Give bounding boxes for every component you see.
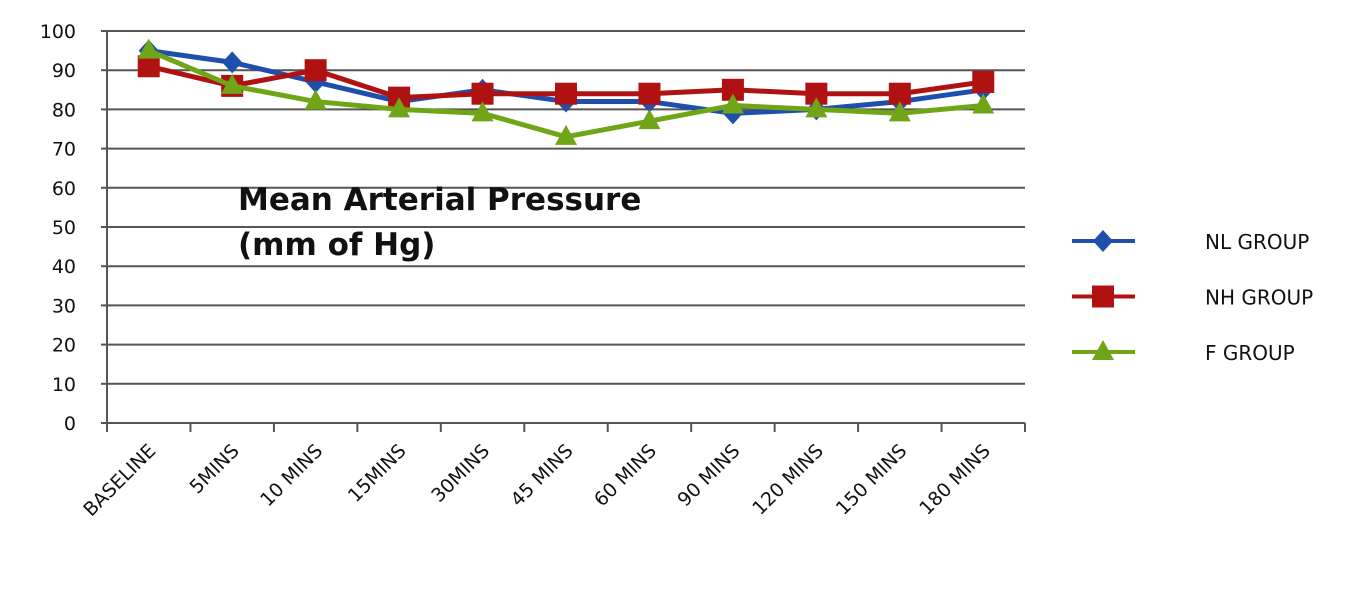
series-f-group — [137, 38, 995, 145]
data-point-triangle — [221, 73, 244, 94]
y-tick-label: 50 — [52, 217, 76, 239]
chart-title-line-1: Mean Arterial Pressure — [238, 182, 641, 218]
data-point-triangle — [888, 101, 911, 122]
y-tick-label: 40 — [52, 256, 76, 278]
data-point-square — [1092, 285, 1114, 308]
legend-item: NH GROUP — [1072, 285, 1313, 310]
series-nh-group — [137, 55, 995, 109]
y-tick-label: 80 — [52, 99, 76, 121]
x-tick-label: 150 MINS — [832, 440, 912, 520]
y-tick-label: 100 — [40, 21, 76, 43]
data-point-square — [304, 59, 327, 82]
data-point-square — [555, 82, 577, 105]
x-tick-label: 120 MINS — [748, 440, 828, 520]
y-tick-label: 10 — [52, 374, 76, 396]
y-tick-label: 60 — [52, 178, 76, 200]
data-point-triangle — [555, 124, 577, 145]
chart-title-line-2: (mm of Hg) — [238, 227, 435, 263]
data-point-square — [805, 82, 828, 105]
data-point-square — [972, 70, 995, 93]
data-point-triangle — [388, 97, 411, 118]
data-point-triangle — [638, 109, 661, 130]
data-point-square — [888, 82, 911, 105]
x-tick-label: 60 MINS — [590, 440, 661, 511]
data-point-square — [137, 55, 160, 78]
data-point-square — [471, 82, 494, 105]
data-point-triangle — [972, 93, 995, 114]
y-tick-label: 20 — [52, 335, 76, 357]
data-point-square — [638, 82, 661, 105]
x-tick-label: 30MINS — [427, 440, 494, 507]
y-tick-label: 0 — [64, 413, 76, 435]
data-point-diamond — [222, 51, 243, 74]
data-point-diamond — [1093, 230, 1113, 252]
x-tick-label: 45 MINS — [506, 440, 577, 511]
x-tick-label: 180 MINS — [915, 440, 995, 520]
x-tick-label: 5MINS — [185, 440, 243, 498]
y-tick-label: 70 — [52, 139, 76, 161]
legend-label: F GROUP — [1205, 341, 1295, 365]
data-point-triangle — [304, 89, 327, 110]
legend-item: NL GROUP — [1072, 230, 1309, 254]
data-point-triangle — [805, 97, 828, 118]
data-point-triangle — [1092, 340, 1114, 360]
legend-item: F GROUP — [1072, 340, 1295, 365]
data-point-triangle — [721, 93, 744, 114]
data-point-triangle — [137, 38, 160, 59]
legend-label: NH GROUP — [1205, 286, 1313, 310]
x-tick-label: 15MINS — [344, 440, 411, 507]
x-tick-label: 10 MINS — [256, 440, 327, 511]
data-point-triangle — [471, 101, 494, 122]
data-point-square — [721, 78, 744, 101]
y-tick-label: 90 — [52, 60, 76, 82]
legend-label: NL GROUP — [1205, 230, 1309, 254]
x-tick-label: BASELINE — [79, 440, 160, 521]
x-tick-label: 90 MINS — [673, 440, 744, 511]
y-tick-label: 30 — [52, 295, 76, 317]
